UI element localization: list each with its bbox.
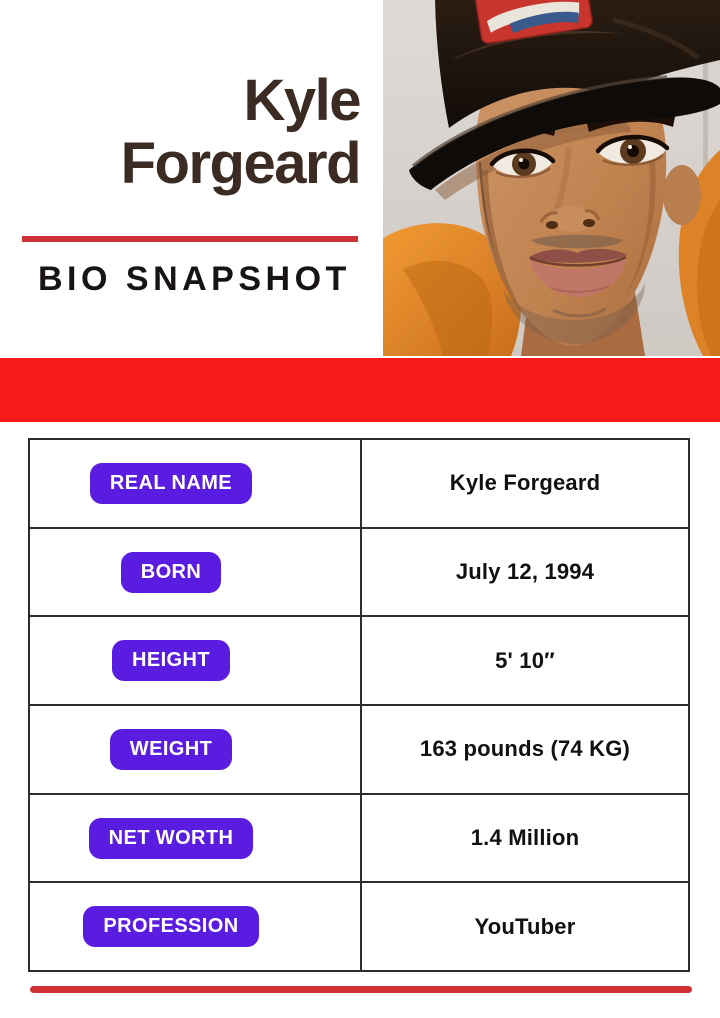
bio-row-born: BORN July 12, 1994 (30, 526, 688, 616)
weight-label-pill: WEIGHT (109, 728, 233, 770)
weight-value: 163 pounds (74 KG) (419, 736, 631, 762)
height-label-pill: HEIGHT (112, 640, 230, 682)
title-underline-rule (22, 236, 358, 242)
bio-table: REAL NAME Kyle Forgeard BORN July 12, 19… (28, 438, 690, 972)
real-name-value: Kyle Forgeard (449, 470, 601, 496)
profession-label-pill: PROFESSION (83, 906, 259, 948)
weight-label-cell: WEIGHT (30, 706, 362, 793)
born-label-cell: BORN (30, 528, 362, 616)
profession-label-cell: PROFESSION (30, 883, 362, 971)
height-label-cell: HEIGHT (30, 617, 362, 705)
real-name-label-cell: REAL NAME (30, 440, 362, 527)
bio-snapshot-heading: BIO SNAPSHOT (38, 260, 351, 298)
profession-value: YouTuber (474, 913, 576, 939)
bio-row-profession: PROFESSION YouTuber (30, 881, 688, 971)
page-title-line2: Forgeard (120, 130, 362, 196)
portrait-photo (383, 0, 720, 356)
net-worth-value: 1.4 Million (470, 825, 580, 851)
born-label-pill: BORN (120, 551, 222, 593)
page-title: Kyle Forgeard (0, 68, 362, 196)
bio-row-real-name: REAL NAME Kyle Forgeard (30, 440, 688, 527)
bio-row-height: HEIGHT 5' 10″ (30, 615, 688, 705)
bio-row-net-worth: NET WORTH 1.4 Million (30, 792, 688, 882)
bio-row-weight: WEIGHT 163 pounds (74 KG) (30, 704, 688, 793)
red-banner-stripe (0, 358, 720, 422)
net-worth-label-cell: NET WORTH (30, 794, 362, 882)
page-title-line1: Kyle (243, 68, 361, 133)
born-value: July 12, 1994 (455, 559, 595, 584)
portrait-illustration (383, 0, 720, 356)
real-name-label-pill: REAL NAME (89, 462, 253, 504)
net-worth-label-pill: NET WORTH (88, 817, 254, 859)
height-value: 5' 10″ (495, 647, 555, 673)
bottom-rule (30, 986, 692, 993)
